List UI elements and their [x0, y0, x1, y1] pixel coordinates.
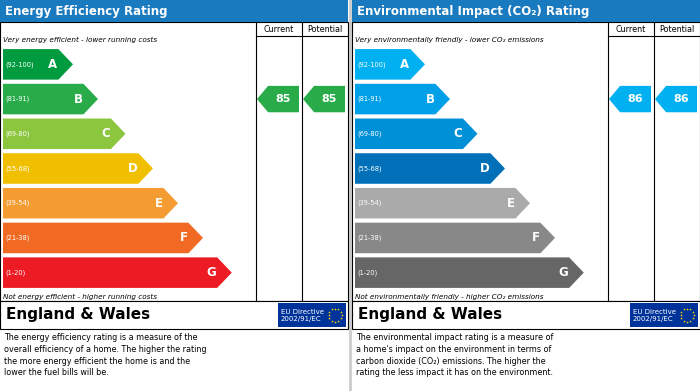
- Text: Not energy efficient - higher running costs: Not energy efficient - higher running co…: [3, 294, 157, 300]
- Bar: [0, 0, 348, 22]
- Text: (92-100): (92-100): [357, 61, 386, 68]
- Text: EU Directive
2002/91/EC: EU Directive 2002/91/EC: [633, 308, 676, 321]
- Text: 86: 86: [628, 94, 643, 104]
- Text: (1-20): (1-20): [357, 269, 377, 276]
- Text: (81-91): (81-91): [357, 96, 382, 102]
- Text: C: C: [453, 127, 462, 140]
- Polygon shape: [355, 257, 584, 288]
- Bar: [352, 22, 700, 301]
- Bar: [352, 301, 700, 329]
- Text: (39-54): (39-54): [5, 200, 29, 206]
- Text: Not environmentally friendly - higher CO₂ emissions: Not environmentally friendly - higher CO…: [355, 294, 543, 300]
- Text: (39-54): (39-54): [357, 200, 382, 206]
- Text: C: C: [102, 127, 110, 140]
- Text: A: A: [48, 58, 57, 71]
- Text: Potential: Potential: [659, 25, 694, 34]
- Text: Energy Efficiency Rating: Energy Efficiency Rating: [5, 5, 167, 18]
- Bar: [0, 22, 348, 301]
- Text: (69-80): (69-80): [5, 131, 29, 137]
- Text: D: D: [127, 162, 137, 175]
- Polygon shape: [355, 49, 425, 80]
- Text: (55-68): (55-68): [5, 165, 29, 172]
- Bar: [278, 303, 346, 327]
- Text: B: B: [74, 93, 83, 106]
- Text: Current: Current: [264, 25, 294, 34]
- Polygon shape: [355, 188, 530, 219]
- Text: 86: 86: [673, 94, 690, 104]
- Text: F: F: [179, 231, 188, 244]
- Text: England & Wales: England & Wales: [358, 307, 502, 323]
- Polygon shape: [355, 153, 505, 184]
- Text: (21-38): (21-38): [357, 235, 382, 241]
- Text: D: D: [480, 162, 489, 175]
- Text: B: B: [426, 93, 435, 106]
- Text: Current: Current: [616, 25, 646, 34]
- Polygon shape: [3, 118, 125, 149]
- Text: 85: 85: [322, 94, 337, 104]
- Polygon shape: [3, 153, 153, 184]
- Text: (92-100): (92-100): [5, 61, 34, 68]
- Text: (1-20): (1-20): [5, 269, 25, 276]
- Bar: [630, 303, 698, 327]
- Text: The energy efficiency rating is a measure of the
overall efficiency of a home. T: The energy efficiency rating is a measur…: [4, 333, 206, 377]
- Polygon shape: [609, 86, 651, 112]
- Text: England & Wales: England & Wales: [6, 307, 150, 323]
- Polygon shape: [257, 86, 299, 112]
- Polygon shape: [355, 84, 450, 114]
- Polygon shape: [303, 86, 345, 112]
- Polygon shape: [655, 86, 697, 112]
- Text: Potential: Potential: [307, 25, 342, 34]
- Text: F: F: [531, 231, 540, 244]
- Text: G: G: [559, 266, 568, 279]
- Bar: [0, 301, 348, 329]
- Polygon shape: [3, 188, 178, 219]
- Text: Environmental Impact (CO₂) Rating: Environmental Impact (CO₂) Rating: [357, 5, 589, 18]
- Text: E: E: [155, 197, 162, 210]
- Text: E: E: [506, 197, 514, 210]
- Polygon shape: [3, 222, 203, 253]
- Polygon shape: [355, 222, 555, 253]
- Polygon shape: [355, 118, 477, 149]
- Text: (69-80): (69-80): [357, 131, 382, 137]
- Text: A: A: [400, 58, 410, 71]
- Text: (21-38): (21-38): [5, 235, 29, 241]
- Text: The environmental impact rating is a measure of
a home's impact on the environme: The environmental impact rating is a mea…: [356, 333, 554, 377]
- Polygon shape: [3, 49, 73, 80]
- Polygon shape: [3, 84, 98, 114]
- Text: EU Directive
2002/91/EC: EU Directive 2002/91/EC: [281, 308, 324, 321]
- Text: Very energy efficient - lower running costs: Very energy efficient - lower running co…: [3, 37, 157, 43]
- Text: (81-91): (81-91): [5, 96, 29, 102]
- Bar: [352, 0, 700, 22]
- Text: 85: 85: [276, 94, 291, 104]
- Text: (55-68): (55-68): [357, 165, 382, 172]
- Text: G: G: [206, 266, 216, 279]
- Polygon shape: [3, 257, 232, 288]
- Text: Very environmentally friendly - lower CO₂ emissions: Very environmentally friendly - lower CO…: [355, 37, 544, 43]
